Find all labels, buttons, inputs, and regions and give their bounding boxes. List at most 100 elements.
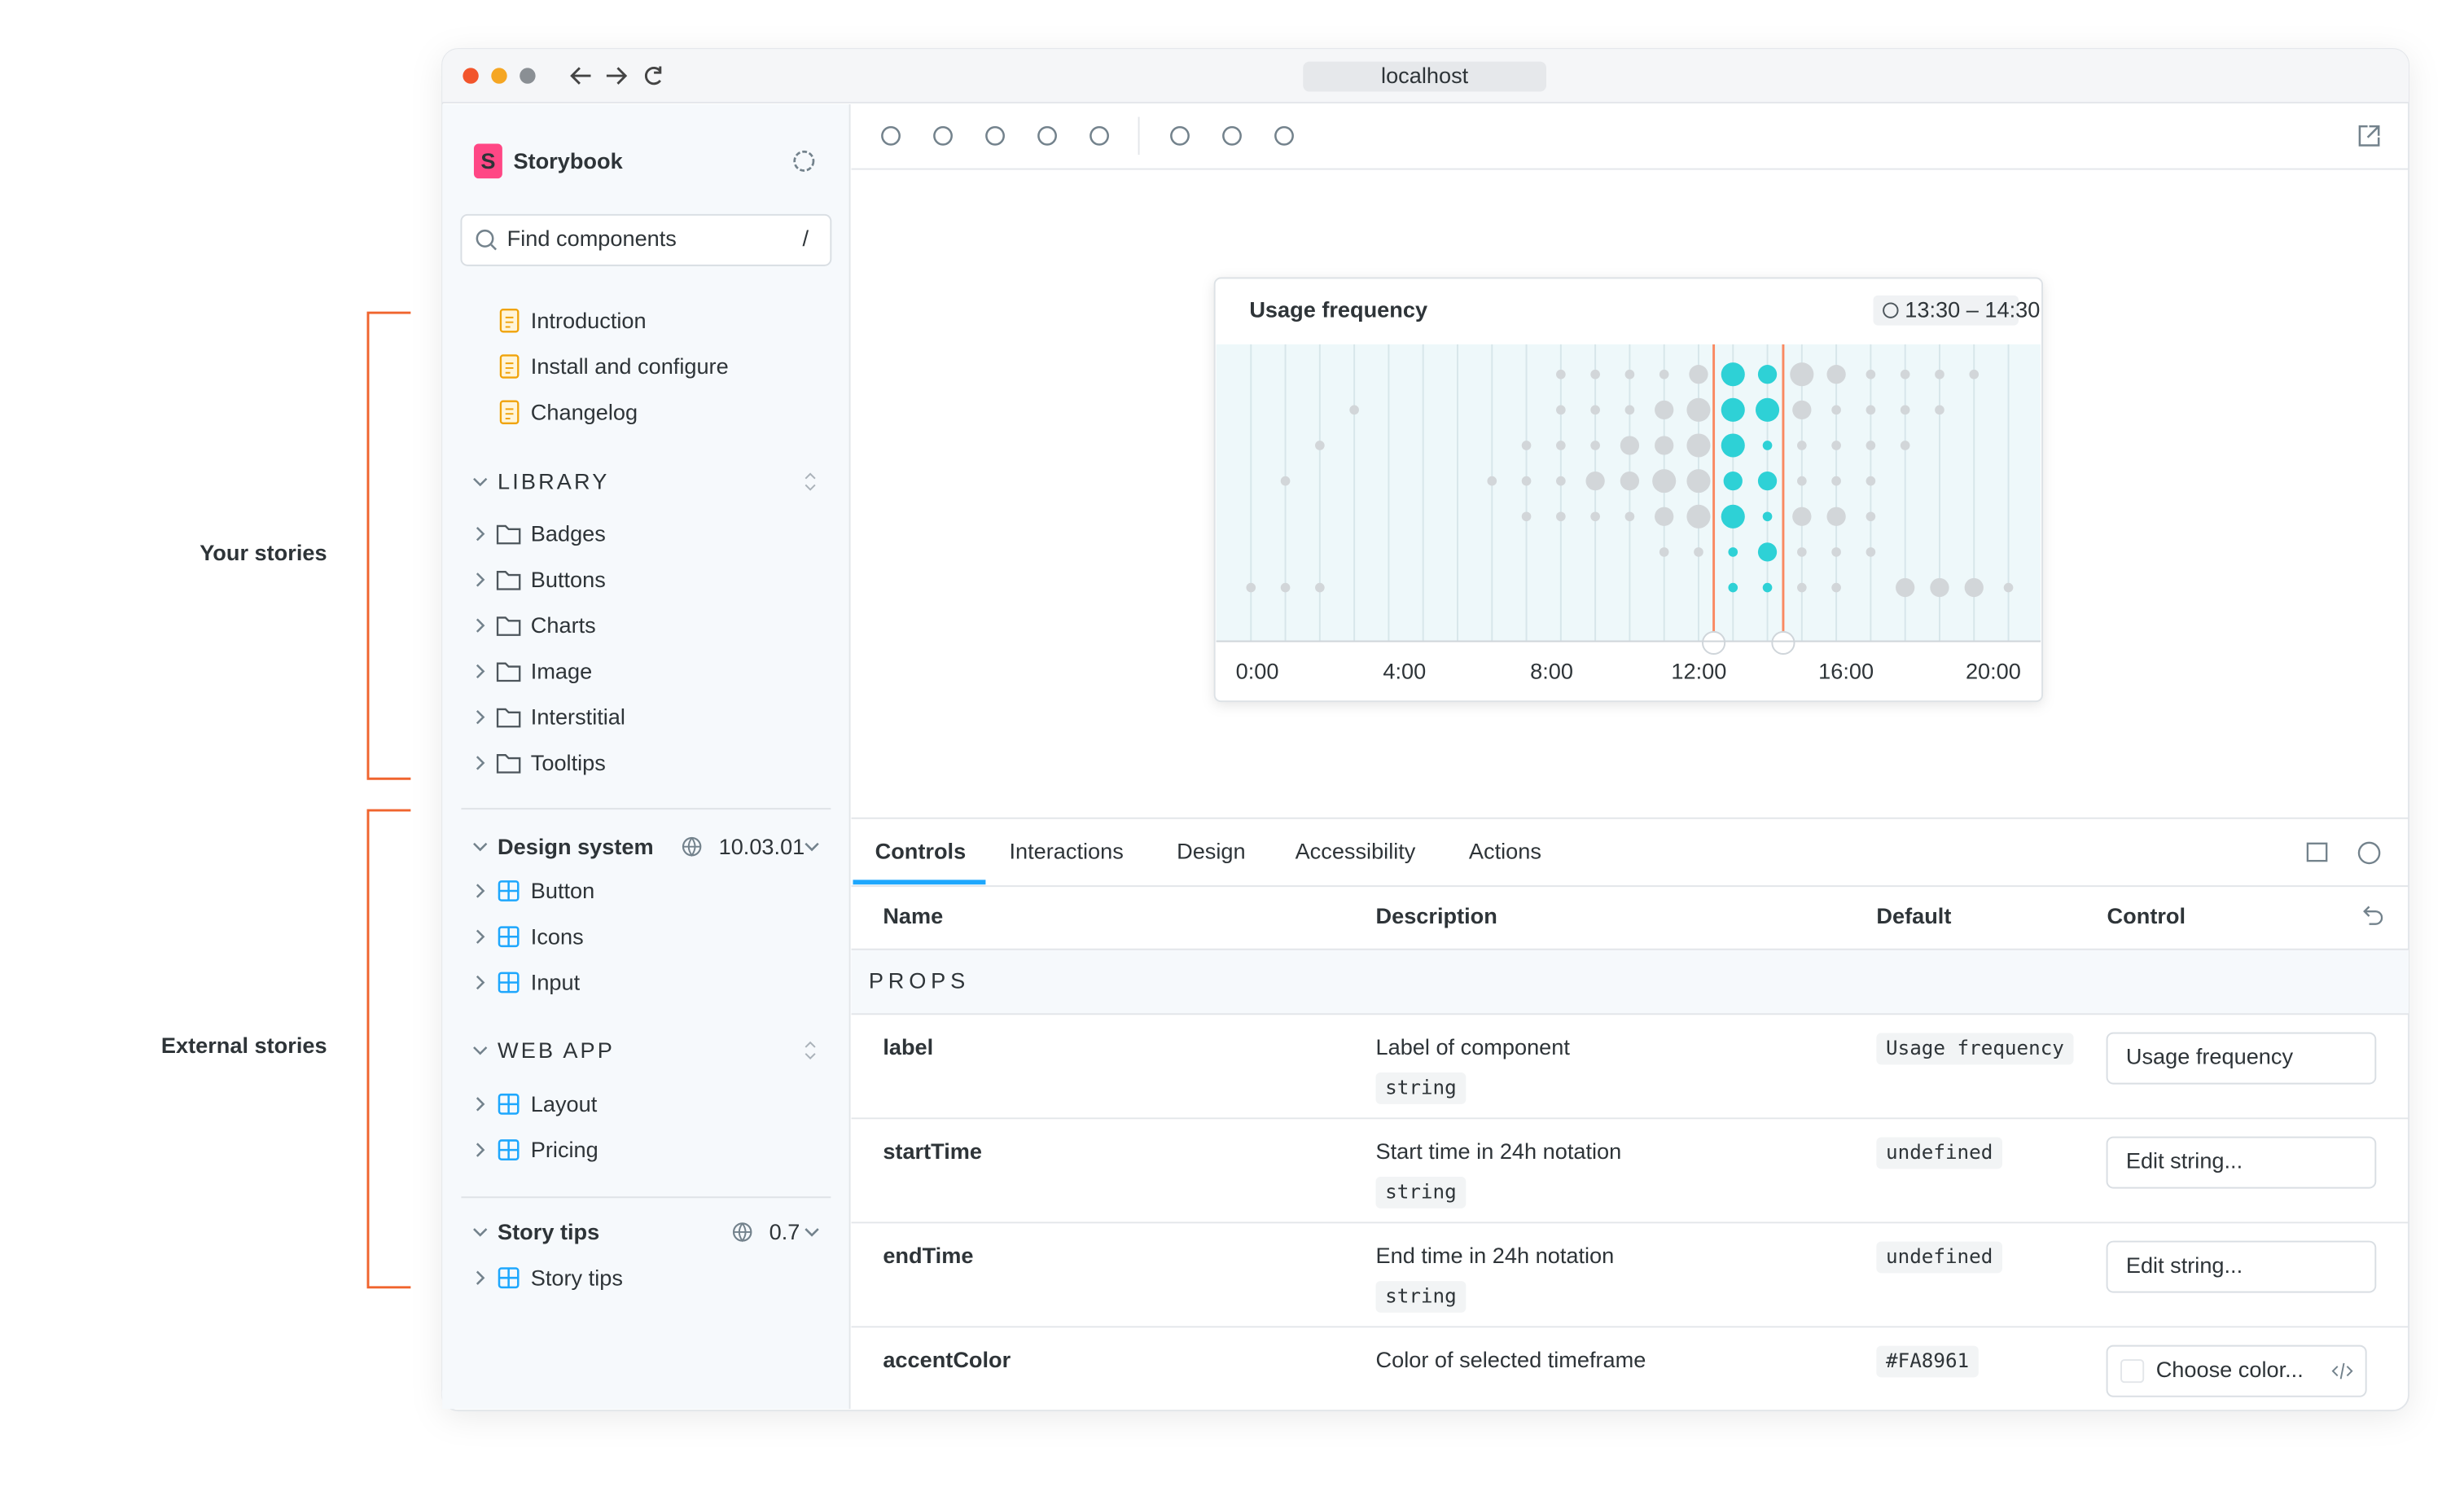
close-panel-button[interactable]	[2357, 841, 2381, 865]
dot	[1349, 405, 1359, 415]
chevron	[473, 1046, 488, 1055]
sidebar-item[interactable]: Image	[531, 658, 592, 683]
settings-button[interactable]	[793, 150, 815, 172]
dot	[1866, 369, 1876, 379]
sidebar-item[interactable]: Tooltips	[531, 750, 606, 775]
control-placeholder[interactable]: Edit string...	[2126, 1252, 2243, 1278]
tab[interactable]: Interactions	[1010, 839, 1124, 864]
toolbar-button[interactable]	[933, 125, 953, 146]
logo	[473, 143, 502, 179]
tab[interactable]: Design	[1177, 839, 1245, 864]
brand: Storybook	[513, 148, 623, 173]
sidebar-item[interactable]: Charts	[531, 612, 596, 638]
x-axis-label: 8:00	[1530, 658, 1573, 683]
toolbar-button[interactable]	[985, 125, 1005, 146]
range-handle[interactable]	[1702, 630, 1726, 655]
prop-description: Start time in 24h notation	[1376, 1138, 1622, 1164]
window-button[interactable]	[463, 68, 479, 84]
dot	[1831, 441, 1841, 450]
annotation: External stories	[161, 1033, 327, 1058]
sidebar-item[interactable]: Buttons	[531, 567, 606, 592]
doc-icon	[499, 354, 520, 379]
dot	[1896, 577, 1915, 598]
prop-default-bg	[1876, 1345, 1979, 1378]
control-placeholder[interactable]: Edit string...	[2126, 1148, 2243, 1173]
expand-icon	[805, 472, 816, 491]
toolbar-button[interactable]	[881, 125, 901, 146]
dot	[1790, 362, 1814, 387]
sidebar-item[interactable]: Story tips	[531, 1265, 623, 1290]
reset-button[interactable]	[2363, 906, 2383, 925]
panel-layout-button[interactable]	[2306, 842, 2328, 862]
chevron	[473, 477, 488, 487]
dot	[1556, 405, 1566, 415]
sidebar-item[interactable]: Introduction	[531, 308, 647, 333]
annotation: Your stories	[199, 540, 327, 565]
forward-button[interactable]	[606, 67, 628, 85]
range-handle[interactable]	[1771, 630, 1795, 655]
open-new-tab-button[interactable]	[2358, 125, 2380, 147]
ref-title[interactable]: Design system	[498, 834, 654, 859]
control-placeholder[interactable]: Choose color...	[2156, 1357, 2304, 1382]
prop-default: undefined	[1886, 1140, 1993, 1164]
tab[interactable]: Controls	[875, 839, 967, 864]
prop-type-bg	[1375, 1281, 1467, 1313]
sidebar-item[interactable]: Input	[531, 970, 581, 995]
control-input[interactable]	[2106, 1136, 2377, 1189]
toolbar-button[interactable]	[1170, 125, 1190, 146]
control-input[interactable]	[2106, 1344, 2367, 1397]
dot	[1487, 476, 1497, 486]
sidebar-item[interactable]: Changelog	[531, 399, 638, 424]
sidebar-item[interactable]: Icons	[531, 923, 584, 949]
tab[interactable]: Accessibility	[1296, 839, 1416, 864]
toolbar-button[interactable]	[1037, 125, 1057, 146]
dot	[1315, 441, 1325, 450]
window-button[interactable]	[520, 68, 536, 84]
search-icon	[490, 243, 498, 251]
column-header: Name	[883, 903, 943, 928]
chevron	[473, 1228, 488, 1237]
ref-title[interactable]: Story tips	[498, 1219, 599, 1244]
prop-type: string	[1385, 1283, 1457, 1307]
sidebar-item[interactable]: Install and configure	[531, 353, 729, 379]
control-input[interactable]	[2106, 1032, 2377, 1085]
chevron	[476, 709, 485, 725]
prop-name: endTime	[883, 1243, 973, 1268]
tab[interactable]: Actions	[1469, 839, 1541, 864]
sidebar-corner	[441, 1389, 850, 1410]
code-icon[interactable]	[2331, 1362, 2353, 1380]
control-value[interactable]: Usage frequency	[2126, 1044, 2294, 1069]
ref-version[interactable]: 0.7	[769, 1219, 800, 1244]
sidebar-item[interactable]: Button	[531, 878, 594, 903]
toolbar-button[interactable]	[1222, 125, 1242, 146]
dot	[1935, 405, 1944, 415]
sidebar-item[interactable]: Pricing	[531, 1137, 598, 1162]
url-bar[interactable]	[1303, 61, 1546, 92]
search-box[interactable]	[460, 213, 832, 266]
toolbar-button[interactable]	[1090, 125, 1109, 146]
group-title[interactable]: LIBRARY	[498, 469, 609, 494]
search-icon	[476, 229, 494, 248]
dot	[1797, 441, 1807, 450]
reload-button[interactable]	[645, 66, 662, 86]
back-button[interactable]	[570, 67, 591, 85]
group-title[interactable]: WEB APP	[498, 1037, 615, 1063]
clock-icon	[1883, 302, 1899, 318]
sidebar-item[interactable]: Layout	[531, 1091, 598, 1116]
toolbar-button[interactable]	[1274, 125, 1294, 146]
bracket	[366, 311, 411, 780]
dot	[1797, 547, 1807, 557]
search-shortcut: /	[803, 226, 809, 251]
dot	[1728, 582, 1738, 593]
window-button[interactable]	[491, 68, 507, 84]
prop-type: string	[1385, 1075, 1457, 1099]
prop-type: string	[1385, 1179, 1457, 1203]
dot	[1686, 397, 1711, 422]
dot	[1831, 582, 1841, 593]
control-input[interactable]	[2106, 1240, 2377, 1293]
sidebar-item[interactable]: Badges	[531, 521, 606, 546]
prop-default-bg	[1876, 1137, 2002, 1169]
ref-version[interactable]: 10.03.01	[719, 834, 805, 859]
dot	[1280, 476, 1291, 486]
sidebar-item[interactable]: Interstitial	[531, 704, 625, 730]
